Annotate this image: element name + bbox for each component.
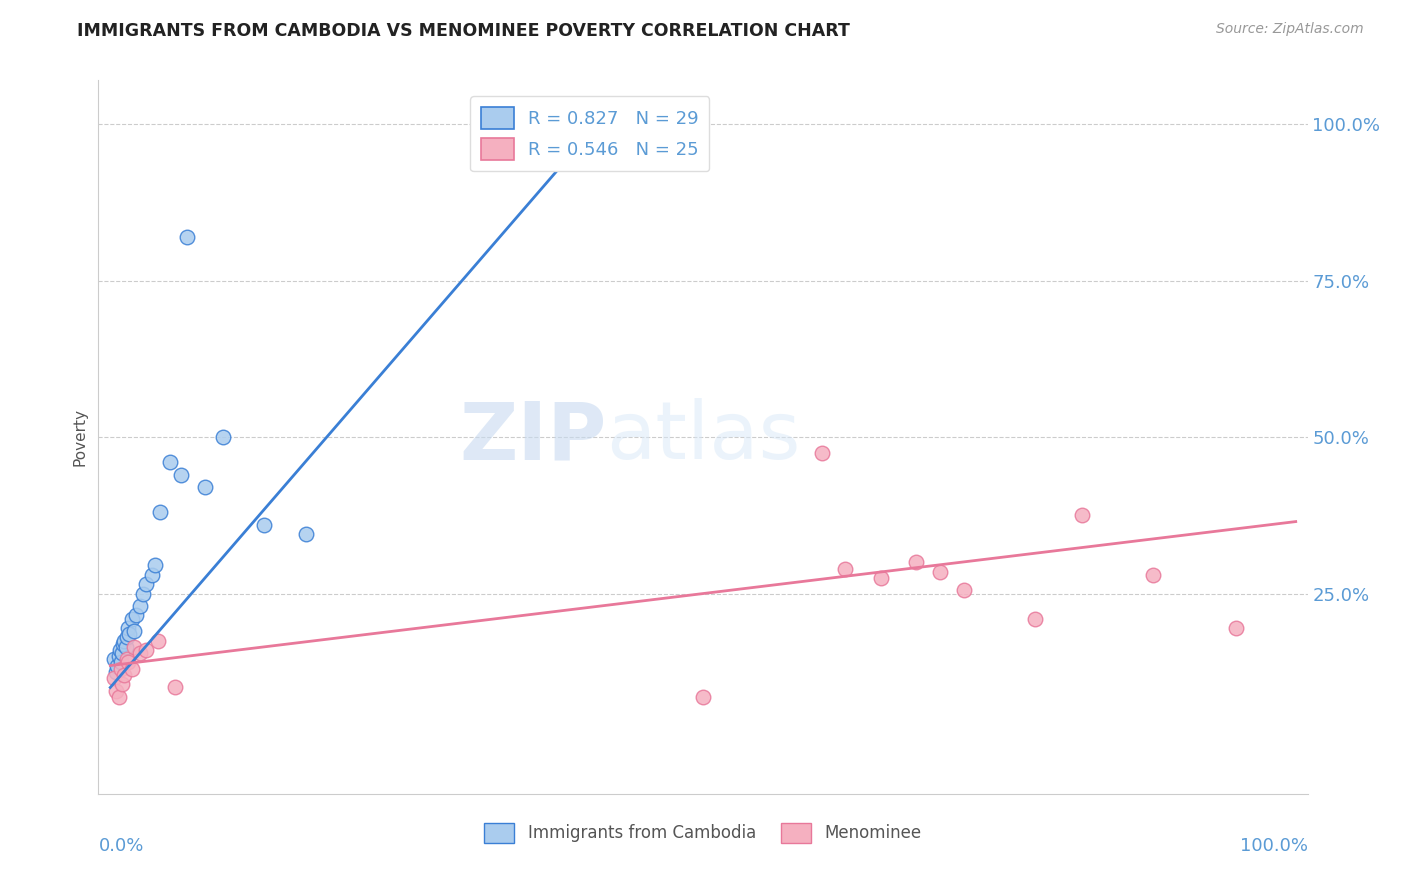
Point [194,480,217,494]
Point [114,633,136,648]
Text: atlas: atlas [606,398,800,476]
Point [114,640,136,654]
Point [135,577,157,591]
Point [105,665,128,679]
Point [1225,621,1247,635]
Point [121,612,143,626]
Point [1024,612,1046,626]
Point [129,599,152,613]
Point [952,583,974,598]
Point [212,430,235,444]
Point [111,677,134,691]
Point [1142,567,1164,582]
Point [905,555,928,569]
Point [170,467,193,482]
Text: ZIP: ZIP [458,398,606,476]
Point [105,683,128,698]
Point [110,656,132,670]
Point [692,690,714,704]
Point [107,690,129,704]
Point [929,565,952,579]
Point [146,633,169,648]
Point [103,652,125,666]
Point [869,571,891,585]
Point [122,624,145,639]
Point [295,527,318,541]
Point [810,446,832,460]
Point [107,649,129,664]
Point [132,586,155,600]
Point [129,646,152,660]
Point [112,637,135,651]
Point [115,652,138,666]
Point [176,229,198,244]
Point [159,455,181,469]
Point [125,608,148,623]
Point [141,567,163,582]
Legend: Immigrants from Cambodia, Menominee: Immigrants from Cambodia, Menominee [478,816,928,850]
Point [122,640,145,654]
Point [110,662,132,676]
Point [121,662,143,676]
Point [111,646,134,660]
Point [149,505,172,519]
Point [253,517,276,532]
Point [117,621,139,635]
Point [117,656,139,670]
Point [834,561,856,575]
Point [103,671,125,685]
Text: 0.0%: 0.0% [98,837,143,855]
Text: 100.0%: 100.0% [1240,837,1308,855]
Point [143,558,166,573]
Point [135,643,157,657]
Text: IMMIGRANTS FROM CAMBODIA VS MENOMINEE POVERTY CORRELATION CHART: IMMIGRANTS FROM CAMBODIA VS MENOMINEE PO… [77,22,851,40]
Point [108,643,131,657]
Point [114,668,136,682]
Point [165,681,187,695]
Y-axis label: Poverty: Poverty [72,408,87,467]
Point [118,627,141,641]
Text: Source: ZipAtlas.com: Source: ZipAtlas.com [1216,22,1364,37]
Point [105,658,128,673]
Point [115,631,138,645]
Point [1071,508,1094,523]
